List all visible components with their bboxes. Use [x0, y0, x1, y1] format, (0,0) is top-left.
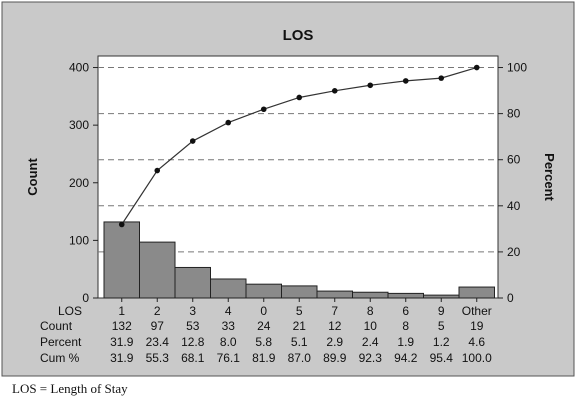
x-tick-label-4: 4	[225, 304, 232, 318]
left-tick-label: 400	[69, 61, 89, 75]
table-cell-count: 21	[293, 319, 307, 333]
y-axis-label-right: Percent	[542, 153, 557, 201]
x-tick-label-0: 0	[260, 304, 267, 318]
left-tick-label: 200	[69, 176, 89, 190]
x-tick-label-other: Other	[462, 304, 492, 318]
summary-table: 132 97 53 33 24 21 12 10 8 5 19 31.9 23.4 12.8 8.0 5.8 5…	[110, 319, 492, 365]
left-tick-label: 300	[69, 118, 89, 132]
bar-series	[103, 221, 495, 299]
x-tick-label-9: 9	[438, 304, 445, 318]
y-axis-label-left: Count	[25, 158, 40, 196]
cumulative-point-7	[331, 88, 338, 94]
bar-5	[281, 285, 318, 299]
table-cell-count: 8	[402, 319, 409, 333]
table-cell-count: 10	[364, 319, 378, 333]
gridlines	[98, 67, 498, 253]
table-cell-count: 24	[257, 319, 271, 333]
table-row-label-cum-percent: Cum %	[40, 351, 80, 365]
table-cell-cum-percent: 76.1	[217, 351, 241, 365]
x-tick-label-8: 8	[367, 304, 374, 318]
x-tick-label-3: 3	[189, 304, 196, 318]
table-cell-percent: 2.4	[362, 335, 379, 349]
cumulative-point-5	[296, 94, 303, 101]
x-tick-label-6: 6	[402, 304, 409, 318]
table-cell-cum-percent: 92.3	[359, 351, 383, 365]
right-tick-label: 100	[507, 61, 527, 75]
table-cell-cum-percent: 100.0	[462, 351, 492, 365]
table-cell-percent: 2.9	[326, 335, 343, 349]
bar-8	[352, 291, 389, 299]
cumulative-point-1	[118, 221, 125, 228]
x-tick-label-1: 1	[118, 304, 125, 318]
table-cell-percent: 5.8	[255, 335, 272, 349]
table-cell-cum-percent: 94.2	[394, 351, 418, 365]
bar-1	[103, 221, 140, 299]
x-tick-label-7: 7	[331, 304, 338, 318]
bar-0	[245, 283, 282, 299]
right-tick-label: 60	[507, 153, 521, 167]
table-cell-cum-percent: 81.9	[252, 351, 276, 365]
cumulative-point-0	[260, 106, 267, 113]
cumulative-point-4	[225, 119, 232, 126]
table-cell-cum-percent: 87.0	[288, 351, 312, 365]
table-cell-count: 12	[328, 319, 342, 333]
x-tick-label-5: 5	[296, 304, 303, 318]
cumulative-point-6	[402, 78, 409, 84]
table-cell-count: 97	[151, 319, 165, 333]
right-tick-label: 80	[507, 107, 521, 121]
table-cell-percent: 12.8	[181, 335, 205, 349]
bar-4	[210, 278, 247, 299]
cumulative-point-2	[154, 167, 161, 174]
cumulative-point-3	[189, 138, 196, 144]
table-cell-percent: 31.9	[110, 335, 134, 349]
table-cell-percent: 5.1	[291, 335, 308, 349]
chart-title: LOS	[283, 27, 314, 44]
table-cell-cum-percent: 89.9	[323, 351, 347, 365]
table-cell-count: 19	[470, 319, 484, 333]
bar-3	[174, 266, 211, 299]
table-cell-percent: 1.9	[397, 335, 414, 349]
bar-2	[139, 241, 176, 299]
cumulative-point-8	[367, 82, 374, 89]
cumulative-line-series	[118, 64, 480, 228]
left-tick-label: 100	[69, 233, 89, 247]
table-cell-percent: 23.4	[146, 335, 170, 349]
table-cell-percent: 4.6	[468, 335, 485, 349]
table-cell-cum-percent: 95.4	[430, 351, 454, 365]
bar-other	[458, 286, 495, 299]
bar-9	[423, 294, 460, 299]
table-row-label-percent: Percent	[40, 335, 82, 349]
table-row-label-los: LOS	[58, 304, 82, 318]
table-cell-count: 53	[186, 319, 200, 333]
table-cell-count: 33	[222, 319, 236, 333]
table-cell-cum-percent: 31.9	[110, 351, 134, 365]
table-cell-percent: 1.2	[433, 335, 450, 349]
right-tick-label: 0	[507, 291, 514, 305]
caption: LOS = Length of Stay	[12, 381, 128, 396]
table-cell-count: 5	[438, 319, 445, 333]
right-tick-label: 20	[507, 245, 521, 259]
table-cell-cum-percent: 55.3	[146, 351, 170, 365]
table-cell-cum-percent: 68.1	[181, 351, 205, 365]
table-row-label-count: Count	[40, 319, 73, 333]
right-tick-label: 40	[507, 199, 521, 213]
cumulative-point-9	[438, 75, 445, 81]
x-tick-label-2: 2	[154, 304, 161, 318]
left-tick-label: 0	[82, 291, 89, 305]
table-cell-percent: 8.0	[220, 335, 237, 349]
cumulative-point-other	[473, 64, 480, 71]
table-cell-count: 132	[112, 319, 132, 333]
bar-6	[387, 292, 424, 299]
bar-7	[316, 290, 353, 299]
